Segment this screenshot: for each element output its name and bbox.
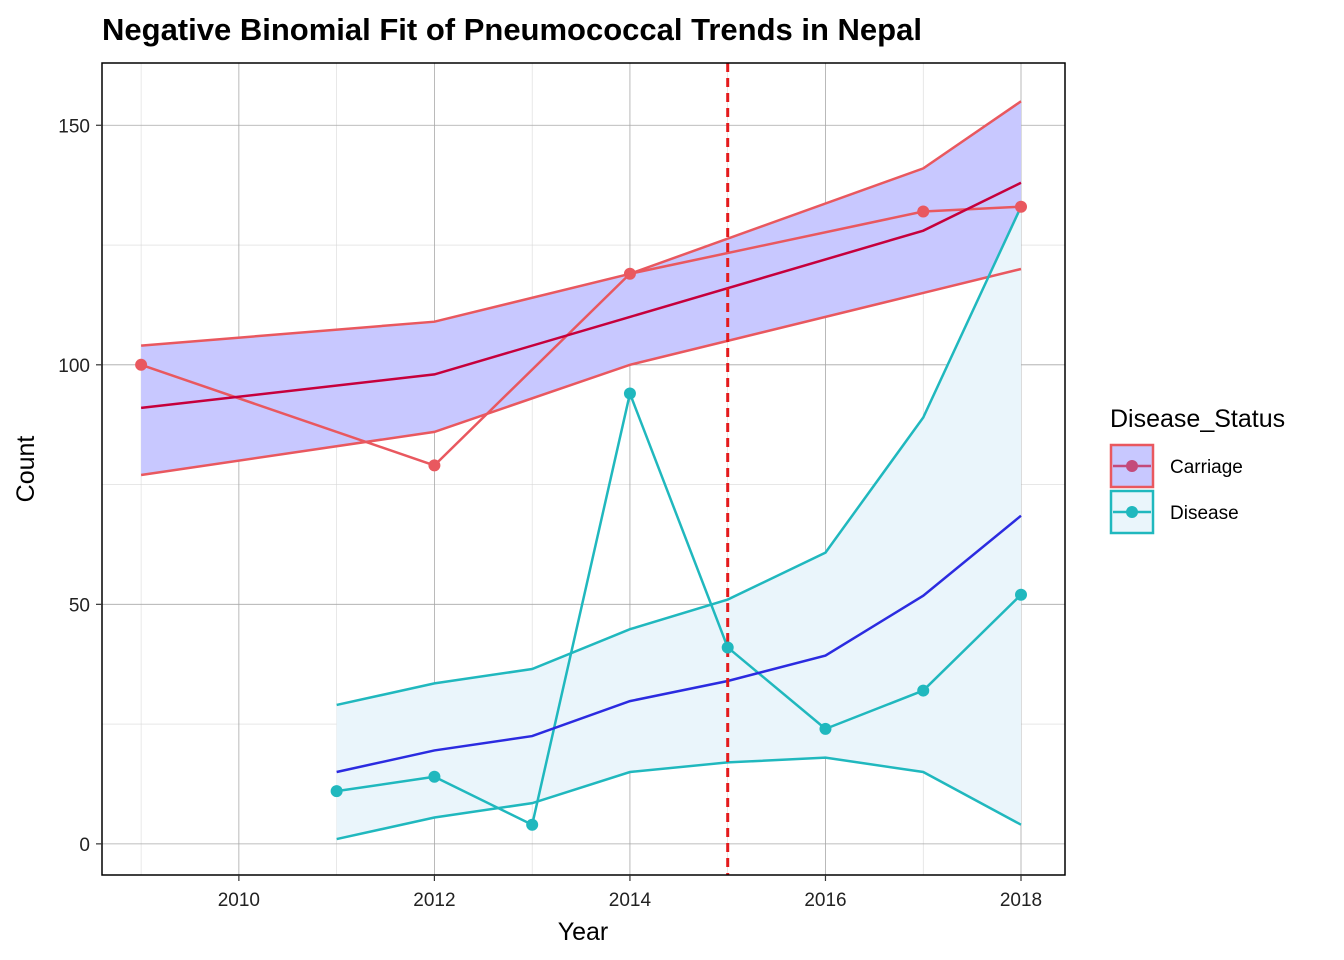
- point-carriage: [135, 358, 148, 371]
- ci-ribbon-carriage: [141, 101, 1022, 475]
- x-tick-label: 2018: [1000, 890, 1042, 911]
- confidence-ribbons: [141, 101, 1022, 840]
- legend: Disease_Status Carriage Disease: [1109, 405, 1285, 535]
- point-disease: [819, 722, 832, 735]
- ci-upper-line-disease: [336, 206, 1023, 707]
- ci-lower-line-disease: [336, 756, 1022, 841]
- legend-title: Disease_Status: [1110, 405, 1285, 433]
- x-tick-label: 2012: [413, 890, 455, 911]
- point-disease: [1015, 588, 1028, 601]
- legend-key-carriage: [1109, 443, 1155, 489]
- x-tick-label: 2016: [804, 890, 846, 911]
- point-disease: [721, 641, 734, 654]
- point-disease: [623, 387, 636, 400]
- x-tick-label: 2010: [218, 890, 260, 911]
- x-axis-ticks: 2010 2012 2014 2016 2018: [218, 875, 1042, 911]
- fit-line-disease: [336, 514, 1022, 774]
- point-carriage: [428, 459, 441, 472]
- ci-lower-line-carriage: [140, 267, 1022, 477]
- point-disease: [526, 818, 539, 831]
- observed-line-disease: [336, 392, 1022, 826]
- y-tick-label: 100: [58, 356, 90, 377]
- x-tick-label: 2014: [609, 890, 652, 911]
- y-axis-title: Count: [12, 436, 40, 503]
- point-carriage: [917, 205, 930, 218]
- point-carriage: [1015, 200, 1028, 213]
- point-carriage: [623, 267, 636, 280]
- y-tick-label: 150: [58, 116, 90, 137]
- point-disease: [428, 770, 441, 783]
- legend-key-disease: [1109, 489, 1155, 535]
- point-disease: [917, 684, 930, 697]
- legend-label: Carriage: [1170, 457, 1243, 478]
- y-tick-label: 0: [79, 835, 90, 856]
- legend-label: Disease: [1170, 503, 1239, 524]
- ci-ribbon-disease: [336, 206, 1022, 840]
- series-points: [135, 200, 1028, 831]
- chart-title: Negative Binomial Fit of Pneumococcal Tr…: [102, 12, 922, 47]
- x-axis-title: Year: [558, 918, 609, 946]
- legend-key-point: [1126, 460, 1138, 472]
- plot-border: [101, 62, 1066, 876]
- fit-line-carriage: [140, 181, 1022, 410]
- legend-entries: Carriage Disease: [1109, 443, 1243, 535]
- legend-key-point: [1126, 506, 1138, 518]
- point-disease: [330, 785, 343, 798]
- y-axis-ticks: 0 50 100 150: [58, 116, 102, 856]
- y-tick-label: 50: [69, 595, 90, 616]
